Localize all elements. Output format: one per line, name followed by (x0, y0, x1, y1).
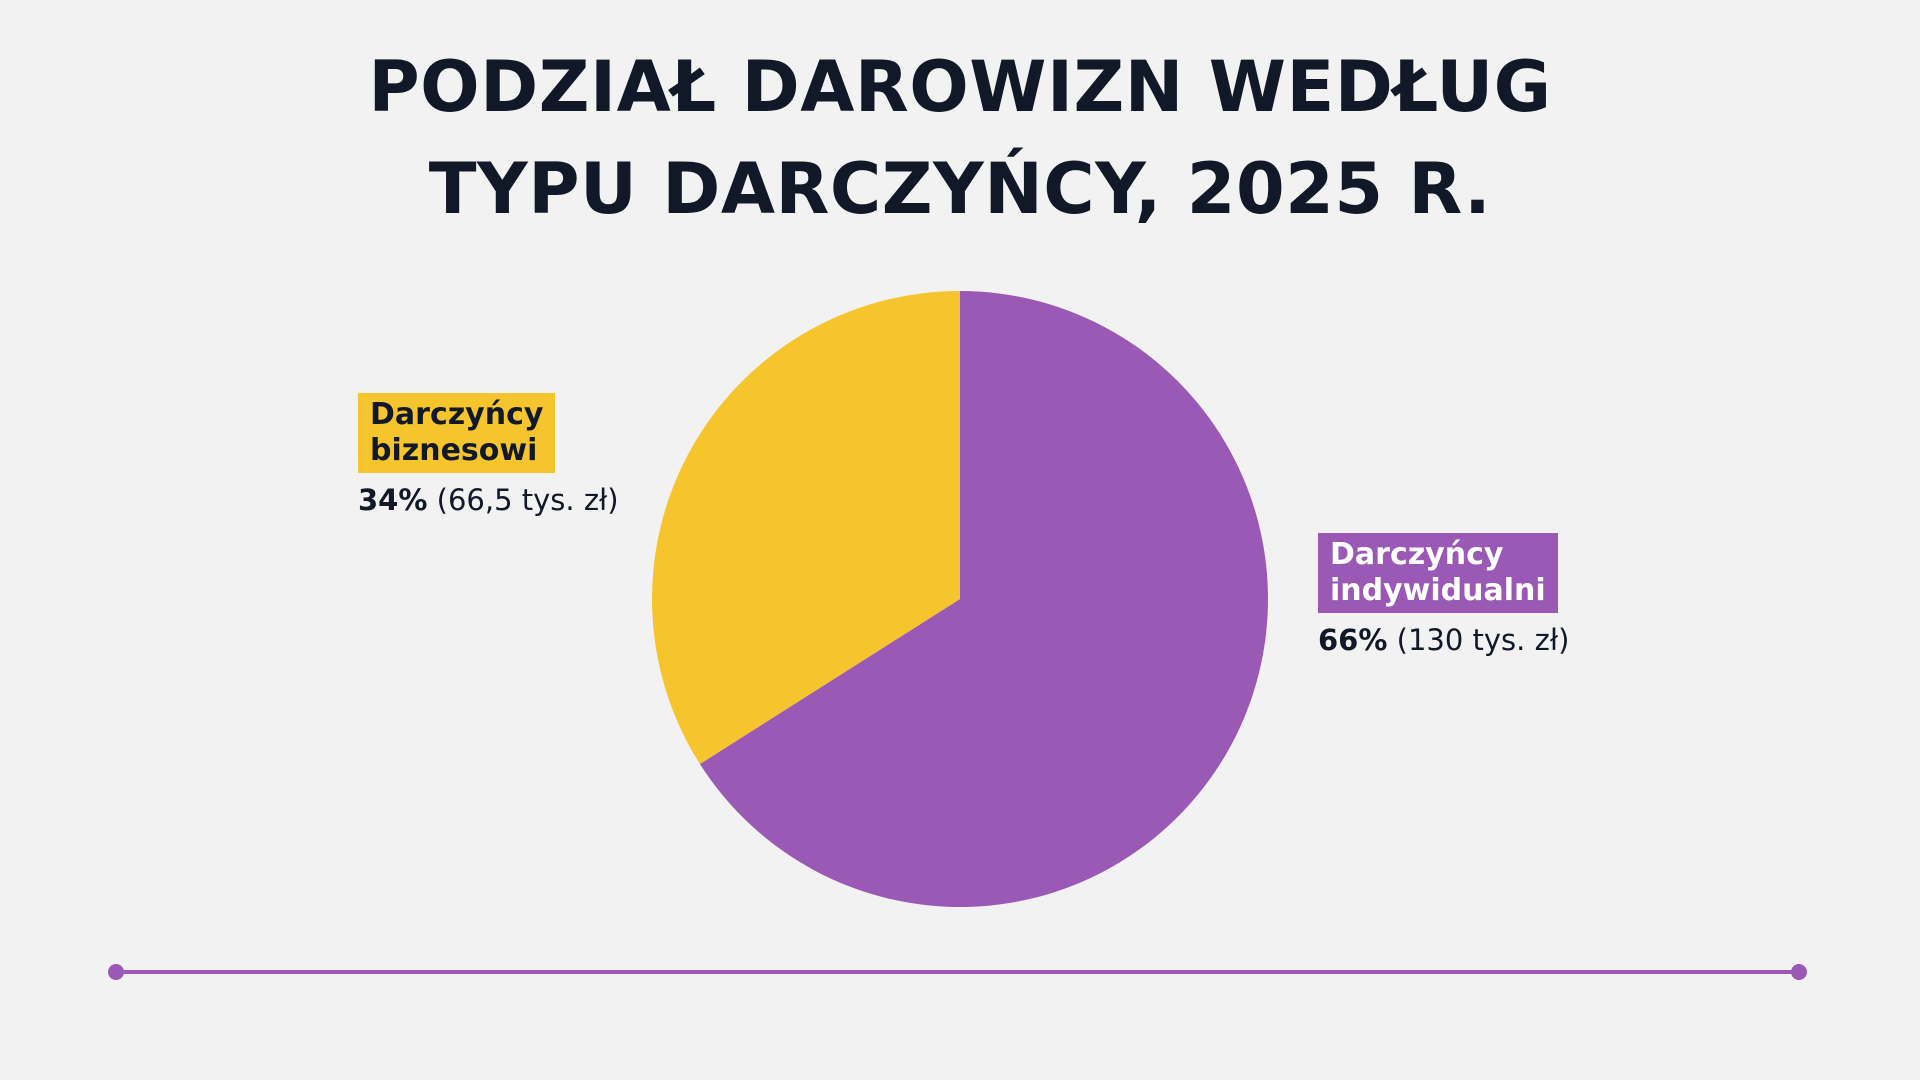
individual-donors-name-line-1: Darczyńcy (1330, 537, 1504, 572)
business-donors-name-line-2: biznesowi (370, 433, 538, 468)
chart-title-line-2: TYPU DARCZYŃCY, 2025 R. (428, 148, 1492, 230)
individual-donors-percent: 66% (1318, 623, 1388, 657)
business-donors-value: 34% (66,5 tys. zł) (358, 483, 619, 517)
footer-divider (116, 970, 1798, 974)
chart-title: PODZIAŁ DAROWIZN WEDŁUG TYPU DARCZYŃCY, … (0, 36, 1920, 240)
pie-slice-individual (699, 291, 1268, 907)
slice-label-individual: Darczyńcy indywidualni 66% (130 tys. zł) (1318, 533, 1569, 657)
pie-slice-business (652, 291, 960, 765)
business-donors-tag: Darczyńcy biznesowi (358, 393, 556, 473)
individual-donors-value: 66% (130 tys. zł) (1318, 623, 1569, 657)
business-donors-name-line-1: Darczyńcy (370, 397, 544, 432)
footer-divider-left-dot (108, 964, 124, 980)
business-donors-amount: (66,5 tys. zł) (436, 483, 619, 517)
chart-title-line-1: PODZIAŁ DAROWIZN WEDŁUG (368, 46, 1552, 128)
footer-divider-right-dot (1791, 964, 1807, 980)
slice-label-business: Darczyńcy biznesowi 34% (66,5 tys. zł) (358, 393, 619, 517)
individual-donors-amount: (130 tys. zł) (1396, 623, 1570, 657)
individual-donors-name-line-2: indywidualni (1330, 573, 1546, 608)
individual-donors-tag: Darczyńcy indywidualni (1318, 533, 1558, 613)
business-donors-percent: 34% (358, 483, 428, 517)
